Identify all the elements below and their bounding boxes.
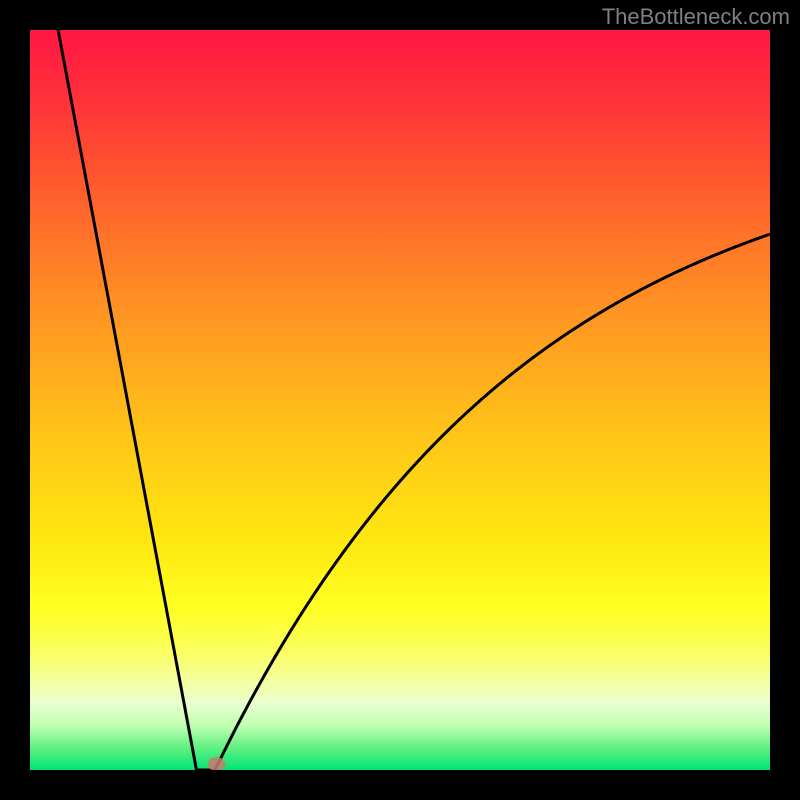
- bottleneck-curve: [30, 30, 770, 770]
- watermark-text: TheBottleneck.com: [602, 4, 790, 30]
- chart-container: TheBottleneck.com: [0, 0, 800, 800]
- optimum-marker: [207, 757, 225, 770]
- plot-area: [30, 30, 770, 770]
